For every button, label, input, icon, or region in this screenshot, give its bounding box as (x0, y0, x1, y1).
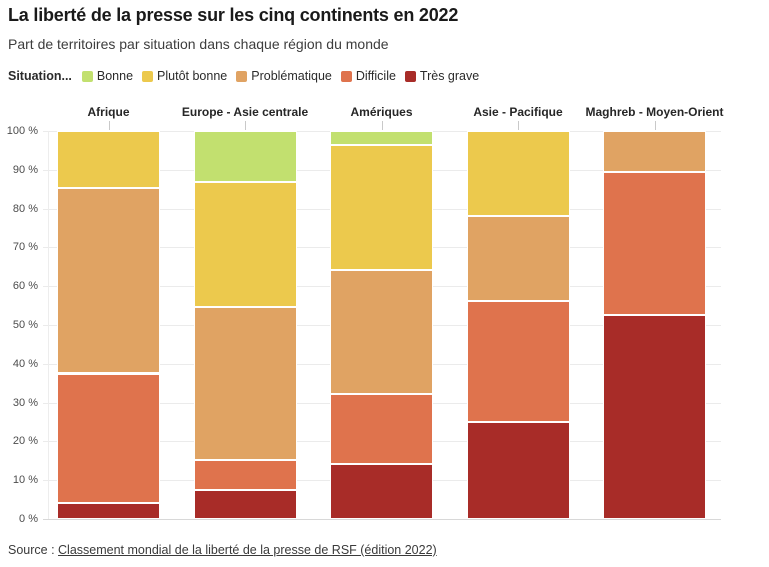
bar-column (466, 131, 570, 519)
source-line: Source : Classement mondial de la libert… (8, 543, 437, 557)
axis-tick (654, 121, 656, 130)
bar-column (330, 131, 433, 519)
y-axis-label: 90 % (12, 163, 38, 176)
bar-segment[interactable] (603, 131, 706, 172)
source-link[interactable]: Classement mondial de la liberté de la p… (58, 543, 437, 557)
bar-segment[interactable] (330, 131, 433, 145)
axis-tick (381, 121, 383, 130)
legend-color-chip (340, 70, 352, 82)
legend-item: Très grave (404, 69, 480, 83)
bar-column (603, 131, 706, 519)
bar-segment[interactable] (466, 300, 570, 422)
bar-segment[interactable] (603, 171, 706, 315)
axis-tick (518, 121, 519, 130)
y-axis-label: 100 % (6, 125, 38, 137)
bar-segment[interactable] (466, 215, 570, 301)
bar-segment[interactable] (330, 269, 433, 395)
bar-segment[interactable] (603, 314, 706, 519)
bar-segment[interactable] (57, 373, 160, 503)
bar-segment[interactable] (193, 460, 297, 490)
bar-segment[interactable] (330, 394, 433, 464)
bar-segment[interactable] (330, 144, 433, 270)
legend-item-label: Difficile (355, 69, 396, 83)
column-header: Maghreb - Moyen-Orient (585, 105, 724, 119)
y-axis-label: 40 % (12, 357, 38, 370)
source-prefix: Source : (8, 543, 59, 557)
legend-color-chip (81, 70, 93, 82)
legend-color-chip (404, 70, 416, 82)
bar-segment[interactable] (193, 182, 297, 307)
bar-segment[interactable] (57, 502, 160, 519)
legend-item-label: Bonne (96, 69, 134, 83)
column-header: Europe - Asie centrale (181, 105, 309, 119)
bar-segment[interactable] (193, 131, 297, 183)
bar-segment[interactable] (57, 187, 160, 374)
bar-segment[interactable] (330, 463, 433, 519)
y-axis-label: 30 % (12, 396, 38, 409)
axis-tick (245, 121, 246, 130)
bar-segment[interactable] (466, 131, 570, 216)
legend-item-label: Plutôt bonne (157, 69, 228, 83)
y-axis-label: 20 % (12, 435, 38, 448)
bar-column (193, 131, 297, 519)
legend-item-label: Très grave (419, 69, 480, 83)
column-header: Amériques (350, 105, 413, 119)
y-axis-label: 80 % (12, 202, 38, 215)
y-axis-label: 0 % (19, 513, 38, 525)
chart-subtitle: Part de territoires par situation dans c… (8, 36, 389, 52)
legend-item: Difficile (340, 69, 396, 83)
legend-color-chip (236, 70, 248, 82)
bar-segment[interactable] (57, 131, 160, 188)
legend-color-chip (142, 70, 154, 82)
column-header: Asie - Pacifique (473, 105, 563, 119)
legend-item-label: Problématique (251, 69, 332, 83)
legend-items: Bonne Plutôt bonne Problématique Difficile T… (81, 69, 488, 83)
legend-item: Problématique (236, 69, 332, 83)
y-axis-line (48, 131, 49, 519)
legend-title: Situation... (8, 69, 72, 83)
bar-segment[interactable] (193, 489, 297, 519)
bar-column (57, 131, 160, 519)
legend: Situation... Bonne Plutôt bonne Problémati… (8, 69, 488, 83)
gridline (43, 519, 721, 520)
legend-item: Bonne (81, 69, 134, 83)
axis-tick (108, 121, 110, 130)
bar-segment[interactable] (466, 422, 570, 519)
chart-title: La liberté de la presse sur les cinq con… (8, 5, 459, 25)
bar-segment[interactable] (193, 306, 297, 461)
y-axis-label: 10 % (12, 474, 38, 487)
y-axis-label: 50 % (12, 319, 38, 331)
column-header: Afrique (87, 105, 130, 119)
y-axis-label: 70 % (12, 241, 38, 254)
y-axis-label: 60 % (12, 280, 38, 293)
legend-item: Plutôt bonne (142, 69, 227, 83)
